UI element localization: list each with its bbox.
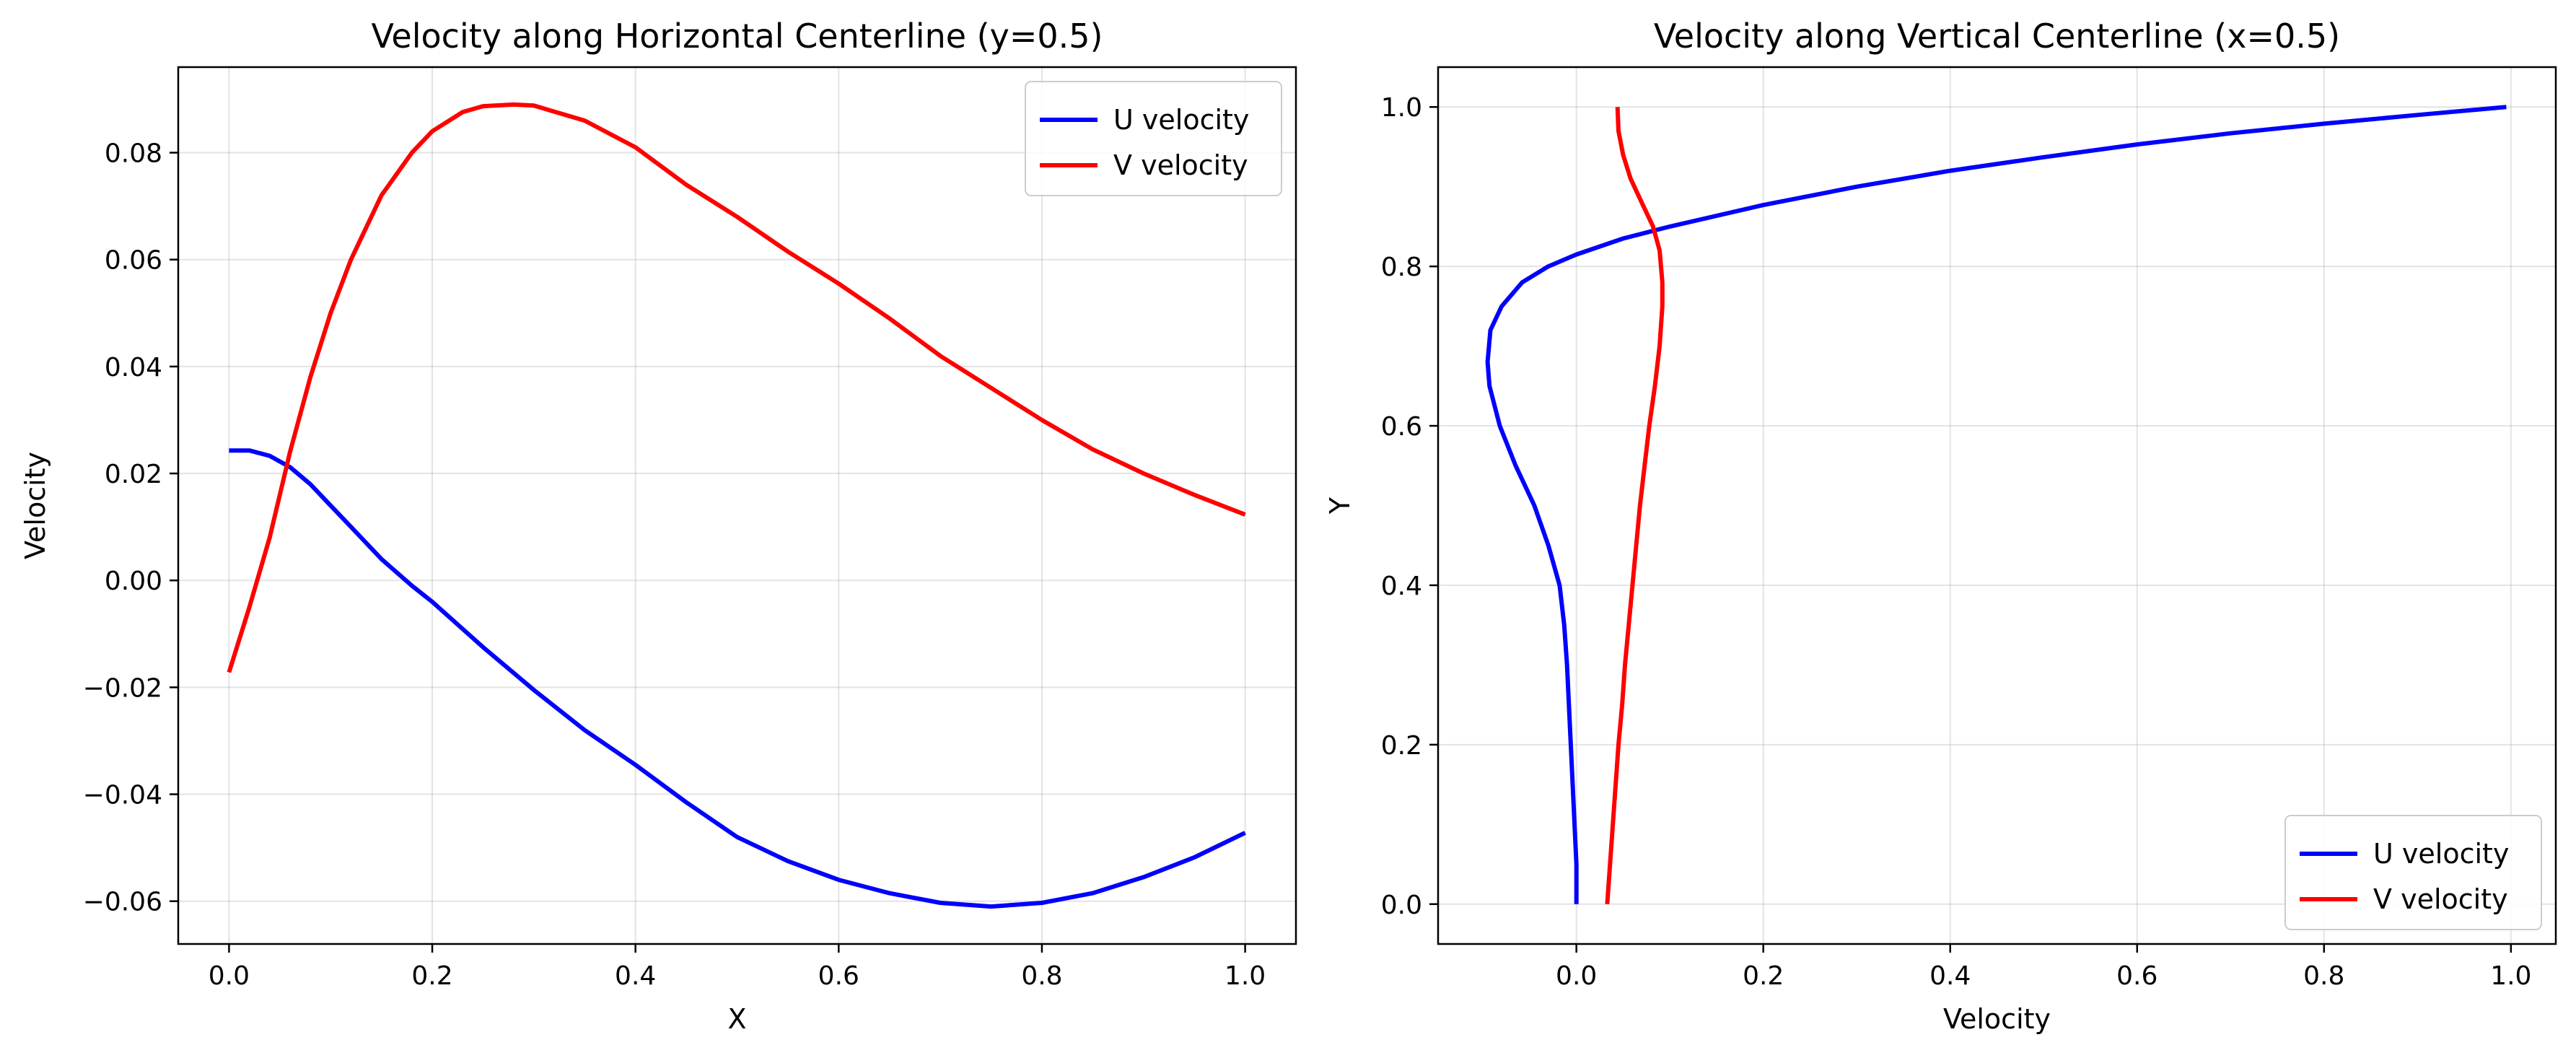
legend-label-v-velocity: V velocity — [1113, 149, 1248, 181]
y-tick-label: −0.02 — [83, 673, 162, 703]
x-tick-label: 0.0 — [1556, 961, 1597, 991]
series-line-u-velocity — [1485, 105, 2507, 904]
x-axis-label: Velocity — [1943, 1003, 2051, 1035]
y-tick-label: 0.04 — [105, 353, 162, 382]
y-axis-label: Velocity — [19, 452, 51, 559]
y-tick-label: 0.2 — [1381, 731, 1422, 761]
x-tick-label: 0.6 — [818, 961, 859, 991]
legend: U velocity V velocity — [2284, 815, 2542, 930]
series-lines — [1485, 105, 2507, 905]
x-tick-label: 0.8 — [2303, 961, 2344, 991]
ticks: 0.0 0.2 0.4 0.6 0.8 1.0 0.0 0.2 0.4 0.6 0.8 1.0 — [1381, 93, 2532, 991]
y-axis-label: Y — [1324, 497, 1356, 515]
y-tick-label: −0.06 — [83, 888, 162, 917]
y-tick-label: 0.8 — [1381, 253, 1422, 282]
y-tick-label: 0.08 — [105, 139, 162, 169]
ticks: 0.0 0.2 0.4 0.6 0.8 1.0 −0.06 −0.04 −0.02 0.00 0.0… — [83, 139, 1266, 991]
legend-label-v-velocity: V velocity — [2373, 883, 2508, 915]
series-line-v-velocity — [227, 102, 1246, 673]
series-lines — [227, 102, 1246, 909]
y-tick-label: 0.00 — [105, 567, 162, 596]
x-tick-label: 0.2 — [411, 961, 452, 991]
chart-title: Velocity along Horizontal Centerline (y=… — [372, 17, 1103, 56]
chart-horizontal-centerline: 0.0 0.2 0.4 0.6 0.8 1.0 −0.06 −0.04 −0.02 0.00 0.0… — [19, 17, 1297, 1035]
chart-vertical-centerline: 0.0 0.2 0.4 0.6 0.8 1.0 0.0 0.2 0.4 0.6 0.8 1.0 Vel… — [1324, 17, 2557, 1035]
y-tick-label: 1.0 — [1381, 93, 1422, 123]
plot-area-frame — [1437, 66, 2557, 945]
x-tick-label: 1.0 — [2490, 961, 2531, 991]
legend-label-u-velocity: U velocity — [1113, 104, 1249, 136]
x-tick-label: 0.8 — [1021, 961, 1062, 991]
chart-title: Velocity along Vertical Centerline (x=0.… — [1654, 17, 2340, 56]
x-tick-label: 0.4 — [615, 961, 656, 991]
x-tick-label: 0.2 — [1743, 961, 1784, 991]
y-tick-label: 0.6 — [1381, 412, 1422, 442]
plot-area-frame — [177, 66, 1297, 945]
x-tick-label: 1.0 — [1225, 961, 1266, 991]
y-tick-label: 0.06 — [105, 246, 162, 276]
legend-label-u-velocity: U velocity — [2373, 838, 2509, 870]
y-tick-label: −0.04 — [83, 781, 162, 810]
y-tick-label: 0.4 — [1381, 572, 1422, 601]
x-tick-label: 0.6 — [2116, 961, 2157, 991]
y-tick-label: 0.02 — [105, 460, 162, 489]
grid — [1438, 67, 2556, 944]
y-tick-label: 0.0 — [1381, 891, 1422, 920]
x-tick-label: 0.0 — [209, 961, 250, 991]
series-line-v-velocity — [1605, 107, 1665, 905]
series-line-u-velocity — [229, 448, 1246, 909]
x-axis-label: X — [727, 1003, 746, 1035]
legend: U velocity V velocity — [1025, 81, 1282, 196]
x-tick-label: 0.4 — [1929, 961, 1971, 991]
